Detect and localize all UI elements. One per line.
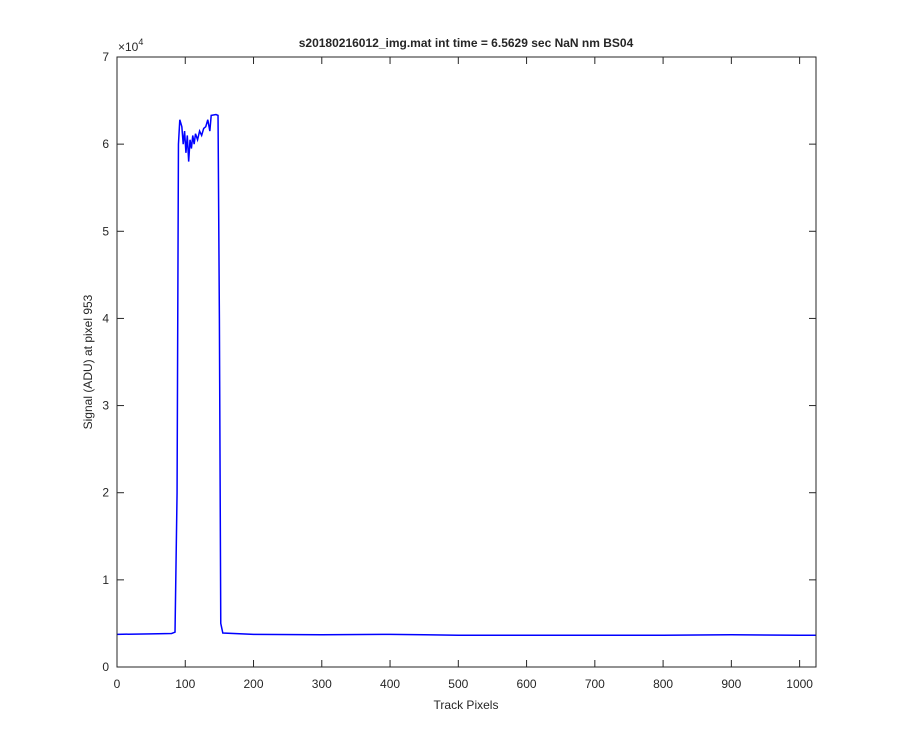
y-multiplier-base: ×10: [118, 40, 139, 54]
x-tick-label: 100: [175, 677, 195, 691]
x-tick-label: 900: [721, 677, 741, 691]
x-tick-label: 500: [448, 677, 468, 691]
y-tick-label: 4: [102, 311, 109, 325]
y-tick-label: 2: [102, 486, 109, 500]
y-tick-label: 6: [102, 137, 109, 151]
y-axis-label: Signal (ADU) at pixel 953: [81, 294, 95, 429]
x-axis-label: Track Pixels: [434, 698, 499, 712]
x-tick-label: 700: [585, 677, 605, 691]
plot-area: [117, 57, 816, 667]
y-tick-label: 3: [102, 399, 109, 413]
x-tick-label: 0: [114, 677, 121, 691]
x-tick-label: 800: [653, 677, 673, 691]
axes-box: [116, 56, 817, 668]
x-tick-label: 300: [312, 677, 332, 691]
y-multiplier-exponent: 4: [138, 37, 143, 47]
y-tick-label: 5: [102, 224, 109, 238]
y-tick-label: 7: [102, 50, 109, 64]
chart-title: s20180216012_img.mat int time = 6.5629 s…: [299, 36, 634, 50]
data-line: [116, 113, 816, 636]
x-tick-label: 600: [517, 677, 537, 691]
y-tick-label: 0: [102, 660, 109, 674]
y-tick-label: 1: [102, 573, 109, 587]
y-multiplier: ×104: [118, 37, 143, 54]
x-tick-label: 1000: [786, 677, 813, 691]
x-tick-label: 400: [380, 677, 400, 691]
x-tick-label: 200: [244, 677, 264, 691]
